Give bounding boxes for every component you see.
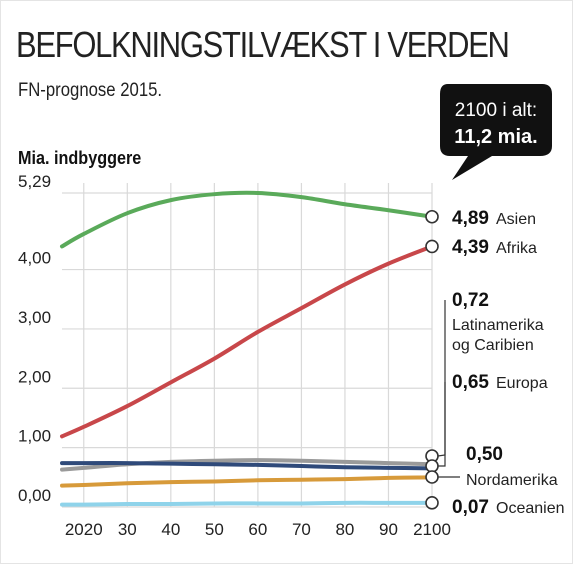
series-line-oceania xyxy=(60,500,434,507)
y-tick-label-4: 4,00 xyxy=(18,249,51,268)
end-marker-namerica xyxy=(425,470,439,484)
end-label-asia: Asien xyxy=(496,211,536,228)
x-tick-label-0: 2020 xyxy=(65,520,103,539)
end-marker-oceania xyxy=(425,496,439,510)
callout-line1: 2100 i alt: xyxy=(455,100,537,121)
leader-line-latam xyxy=(437,300,446,457)
series-line-namerica xyxy=(60,475,434,488)
leader-line-europe xyxy=(438,382,446,467)
end-value-asia: 4,89 xyxy=(452,208,489,229)
y-axis-label: Mia. indbyggere xyxy=(18,148,142,168)
x-tick-label-6: 80 xyxy=(335,520,354,539)
x-tick-label-4: 60 xyxy=(248,520,267,539)
x-tick-label-2: 40 xyxy=(161,520,180,539)
callout-bubble xyxy=(440,84,552,180)
end-label-africa: Afrika xyxy=(496,240,537,257)
end-label2-latam: og Caribien xyxy=(452,337,534,354)
chart-subtitle: FN-prognose 2015. xyxy=(18,80,163,101)
callout-line2: 11,2 mia. xyxy=(454,126,537,148)
end-value-europe: 0,65 xyxy=(452,372,489,393)
end-label-latam: Latinamerika xyxy=(452,317,544,334)
y-tick-label-1: 1,00 xyxy=(18,427,51,446)
end-value-latam: 0,72 xyxy=(452,290,489,311)
y-tick-label-3: 3,00 xyxy=(18,308,51,327)
x-tick-label-8: 2100 xyxy=(413,520,451,539)
end-label-europe: Europa xyxy=(496,375,548,392)
chart-title: BEFOLKNINGSTILVÆKST I VERDEN xyxy=(16,24,510,65)
end-label-namerica: Nordamerika xyxy=(466,472,558,489)
x-tick-label-7: 90 xyxy=(379,520,398,539)
y-tick-label-0: 0,00 xyxy=(18,486,51,505)
series-line-latam xyxy=(60,458,434,472)
end-marker-asia xyxy=(425,209,439,224)
x-tick-label-3: 50 xyxy=(205,520,224,539)
end-marker-africa xyxy=(425,239,439,254)
series-line-africa xyxy=(60,244,434,439)
series-line-asia xyxy=(60,190,434,249)
series-line-europe xyxy=(60,461,434,471)
x-tick-label-5: 70 xyxy=(292,520,311,539)
end-value-namerica: 0,50 xyxy=(466,444,503,465)
x-tick-label-1: 30 xyxy=(118,520,137,539)
y-tick-label-2: 2,00 xyxy=(18,367,51,386)
end-value-africa: 4,39 xyxy=(452,237,489,258)
end-value-oceania: 0,07 xyxy=(452,497,489,518)
end-label-oceania: Oceanien xyxy=(496,500,565,517)
y-tick-label-5: 5,29 xyxy=(18,172,51,191)
